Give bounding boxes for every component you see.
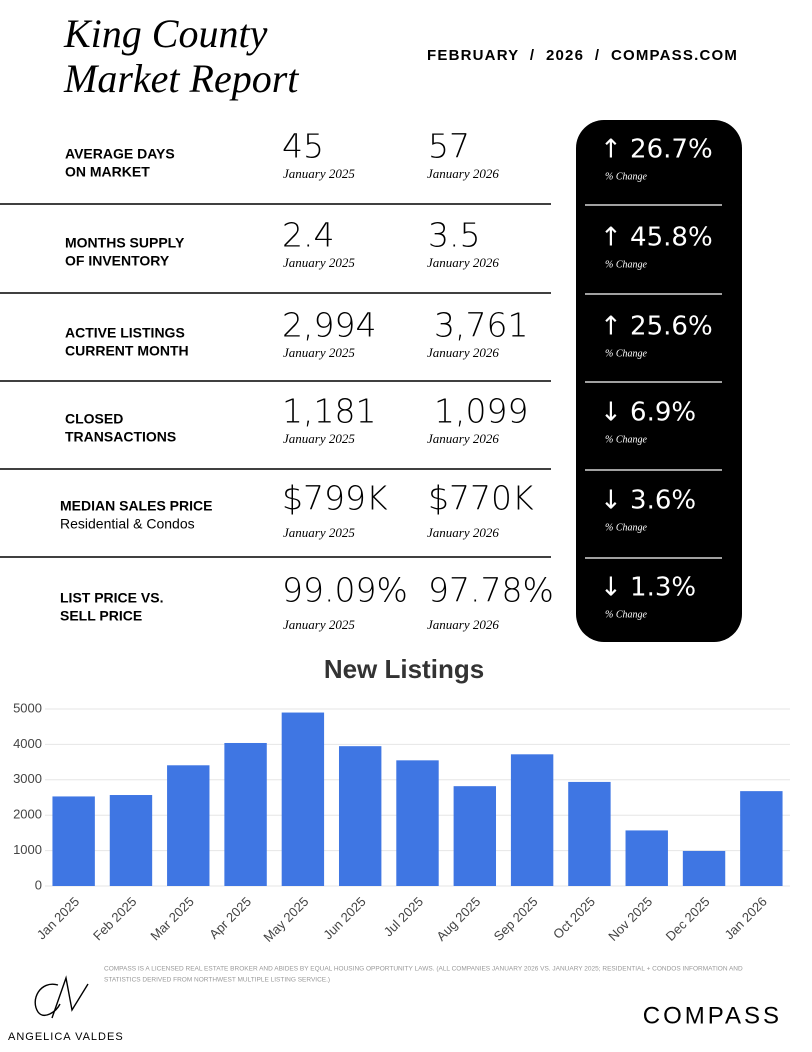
y-tick-label: 3000	[13, 771, 42, 786]
x-tick-label: Mar 2025	[147, 894, 196, 943]
metric-label: Residential & Condos	[60, 516, 195, 532]
bar	[52, 796, 95, 886]
change-label: % Change	[605, 522, 648, 533]
change-panel	[576, 120, 742, 642]
change-value: ↓ 3.6%	[600, 486, 696, 516]
value-2025: $799K	[282, 479, 388, 518]
x-tick-label: Oct 2025	[550, 894, 598, 942]
period-2025: January 2025	[283, 345, 355, 360]
agent-logo	[34, 975, 89, 1019]
period-2026: January 2026	[427, 255, 499, 270]
brand: COMPASS	[643, 1002, 782, 1029]
period-2025: January 2025	[283, 166, 355, 181]
bar	[281, 712, 325, 886]
title-line: Market Report	[63, 56, 299, 101]
change-label: % Change	[605, 609, 648, 620]
bar	[338, 746, 382, 886]
value-2026: 97.78%	[428, 571, 554, 610]
value-2026: 3,761	[434, 306, 528, 345]
change-value: ↓ 1.3%	[600, 573, 696, 603]
disclaimer: COMPASS IS A LICENSED REAL ESTATE BROKER…	[104, 966, 743, 973]
period-2026: January 2026	[427, 166, 499, 181]
x-tick-label: Dec 2025	[663, 894, 713, 944]
bar	[740, 791, 783, 886]
bar	[682, 850, 726, 886]
x-tick-label: Nov 2025	[605, 894, 655, 944]
value-2025: 45	[282, 127, 324, 166]
period-2025: January 2025	[283, 255, 355, 270]
change-value: ↑ 26.7%	[600, 135, 713, 165]
dateline: FEBRUARY / 2026 / COMPASS.COM	[427, 47, 738, 64]
change-label: % Change	[605, 434, 648, 445]
x-tick-label: Jan 2025	[34, 894, 82, 942]
period-2026: January 2026	[427, 345, 499, 360]
title-line: King County	[63, 11, 268, 56]
metric-label: SELL PRICE	[60, 608, 142, 624]
x-tick-label: May 2025	[260, 894, 311, 945]
change-label: % Change	[605, 259, 648, 270]
x-tick-label: Jan 2026	[721, 894, 769, 942]
metric-label: TRANSACTIONS	[65, 429, 176, 445]
period-2025: January 2025	[283, 617, 355, 632]
bar	[109, 795, 153, 886]
bar	[396, 760, 439, 886]
y-tick-label: 2000	[13, 807, 42, 822]
period-2025: January 2025	[283, 525, 355, 540]
metric-label: LIST PRICE VS.	[60, 590, 163, 606]
change-value: ↓ 6.9%	[600, 398, 696, 428]
value-2026: 57	[428, 127, 470, 166]
value-2026: 1,099	[434, 392, 528, 431]
metric-label: ON MARKET	[65, 164, 150, 180]
y-tick-label: 4000	[13, 736, 42, 751]
metric-label: OF INVENTORY	[65, 253, 170, 269]
agent-name: ANGELICA VALDES	[8, 1031, 124, 1043]
disclaimer: STATISTICS DERIVED FROM NORTHWEST MULTIP…	[104, 977, 330, 984]
x-tick-label: Jul 2025	[381, 894, 426, 939]
value-2025: 2.4	[282, 216, 334, 255]
change-value: ↑ 45.8%	[600, 223, 713, 253]
metric-label: AVERAGE DAYS	[65, 146, 175, 162]
y-tick-label: 1000	[13, 842, 42, 857]
bar	[510, 754, 554, 886]
period-2025: January 2025	[283, 431, 355, 446]
metric-label: CURRENT MONTH	[65, 343, 189, 359]
value-2025: 99.09%	[282, 571, 408, 610]
x-tick-label: Aug 2025	[433, 894, 483, 944]
value-2025: 2,994	[282, 306, 376, 345]
value-2026: $770K	[428, 479, 534, 518]
metric-label: CLOSED	[65, 411, 123, 427]
period-2026: January 2026	[427, 431, 499, 446]
y-tick-label: 0	[35, 877, 42, 892]
period-2026: January 2026	[427, 617, 499, 632]
value-2026: 3.5	[428, 216, 480, 255]
bar	[568, 781, 611, 886]
x-tick-label: Jun 2025	[320, 894, 368, 942]
bar	[167, 765, 210, 886]
change-label: % Change	[605, 348, 648, 359]
bar	[453, 786, 497, 886]
y-tick-label: 5000	[13, 700, 42, 715]
bar	[625, 830, 668, 886]
change-value: ↑ 25.6%	[600, 312, 713, 342]
change-label: % Change	[605, 171, 648, 182]
bar	[224, 742, 267, 886]
metric-label: ACTIVE LISTINGS	[65, 325, 185, 341]
period-2026: January 2026	[427, 525, 499, 540]
x-tick-label: Sep 2025	[491, 894, 541, 944]
x-tick-label: Feb 2025	[90, 894, 139, 943]
metric-label: MONTHS SUPPLY	[65, 235, 185, 251]
metric-label: MEDIAN SALES PRICE	[60, 498, 212, 514]
value-2025: 1,181	[282, 392, 376, 431]
x-tick-label: Apr 2025	[206, 894, 254, 942]
chart-title: New Listings	[324, 654, 484, 684]
